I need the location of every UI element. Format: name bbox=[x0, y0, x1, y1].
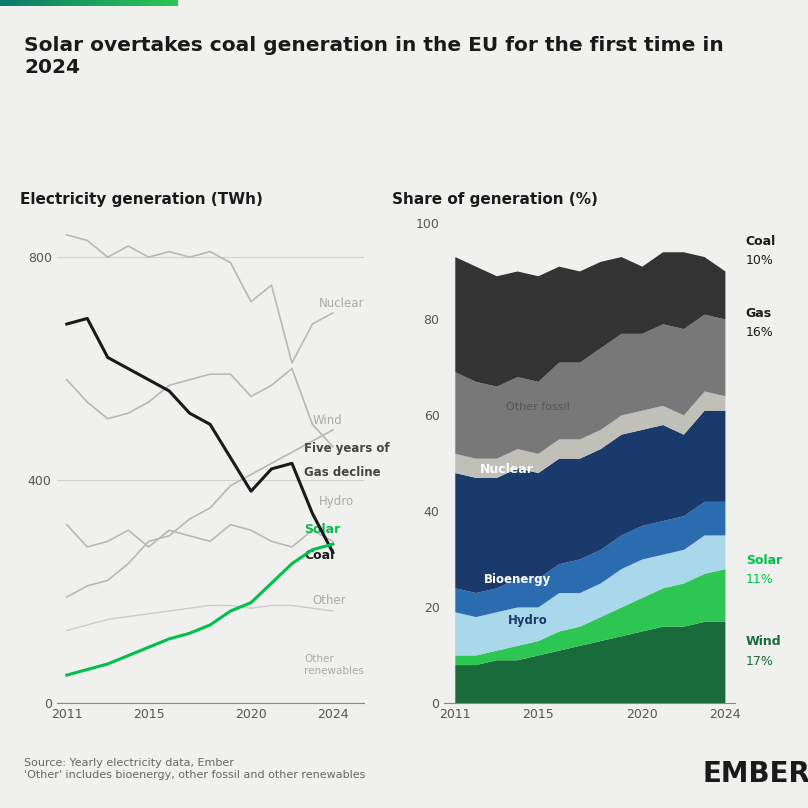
Text: Hydro: Hydro bbox=[318, 495, 354, 508]
Text: Nuclear: Nuclear bbox=[318, 297, 364, 310]
Text: Coal: Coal bbox=[305, 549, 335, 562]
Text: 17%: 17% bbox=[746, 654, 773, 667]
Text: Coal: Coal bbox=[746, 234, 776, 247]
Text: Wind: Wind bbox=[746, 635, 781, 648]
Text: Other: Other bbox=[313, 594, 346, 607]
Text: Other fossil: Other fossil bbox=[506, 402, 570, 412]
Text: Solar: Solar bbox=[305, 523, 340, 536]
Text: Five years of: Five years of bbox=[305, 442, 390, 455]
Text: 10%: 10% bbox=[746, 254, 773, 267]
Text: Gas: Gas bbox=[746, 306, 772, 319]
Text: Bioenergy: Bioenergy bbox=[483, 573, 551, 586]
Text: 11%: 11% bbox=[746, 573, 773, 586]
Text: Nuclear: Nuclear bbox=[480, 462, 533, 476]
Text: EMBER: EMBER bbox=[703, 760, 808, 788]
Text: Solar: Solar bbox=[746, 553, 782, 566]
Text: Solar overtakes coal generation in the EU for the first time in
2024: Solar overtakes coal generation in the E… bbox=[24, 36, 724, 78]
Text: Hydro: Hydro bbox=[507, 614, 547, 627]
Text: Wind: Wind bbox=[313, 415, 342, 427]
Text: Share of generation (%): Share of generation (%) bbox=[392, 192, 598, 208]
Text: 16%: 16% bbox=[746, 326, 773, 339]
Text: Source: Yearly electricity data, Ember
'Other' includes bioenergy, other fossil : Source: Yearly electricity data, Ember '… bbox=[24, 758, 365, 780]
Text: Electricity generation (TWh): Electricity generation (TWh) bbox=[19, 192, 263, 208]
Text: Gas decline: Gas decline bbox=[305, 465, 381, 478]
Text: Other
renewables: Other renewables bbox=[305, 654, 364, 676]
